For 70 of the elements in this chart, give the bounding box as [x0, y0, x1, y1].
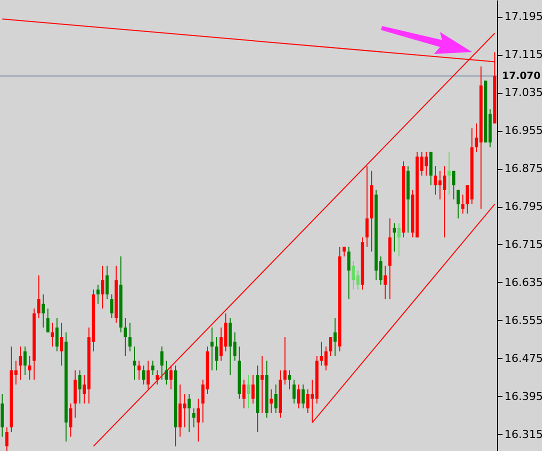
candlestick: [297, 384, 300, 409]
candlestick: [74, 370, 77, 418]
candlestick: [55, 318, 59, 352]
y-tick-label: 16.555: [504, 314, 542, 327]
candlestick: [283, 336, 287, 386]
candlestick: [334, 318, 337, 357]
candlestick: [214, 336, 218, 371]
candlestick: [69, 403, 72, 438]
candlestick: [137, 360, 141, 380]
y-tick-label: 16.875: [504, 162, 542, 176]
candlestick: [452, 170, 456, 200]
y-tick-label: 16.475: [504, 352, 542, 365]
candlestick: [96, 284, 100, 304]
candlestick: [429, 151, 432, 186]
candlestick: [434, 166, 438, 196]
candlestick: [110, 294, 114, 319]
candlestick: [5, 426, 8, 451]
candlestick: [292, 379, 296, 404]
candlestick: [251, 374, 255, 404]
y-tick-label: 16.795: [504, 200, 542, 214]
y-tick-label: 16.315: [504, 428, 542, 441]
candlestick: [384, 265, 387, 300]
candlestick: [302, 384, 305, 409]
candlestick: [18, 346, 22, 380]
y-tick-label: 17.035: [504, 86, 542, 100]
candlestick: [397, 222, 401, 257]
candlestick: [151, 360, 154, 376]
candlestick: [456, 189, 460, 219]
candlestick: [60, 322, 64, 366]
y-tick-label: 16.395: [504, 390, 542, 403]
candlestick: [461, 194, 464, 214]
candlestick: [260, 356, 264, 414]
y-tick-label: 16.715: [504, 238, 542, 251]
candlestick: [188, 394, 191, 433]
candlestick: [42, 294, 45, 328]
candlestick: [169, 365, 173, 390]
candlestick: [192, 408, 196, 428]
candlestick: [328, 336, 332, 357]
candlestick: [37, 274, 40, 319]
candlestick: [146, 360, 150, 390]
candlestick: [324, 346, 328, 371]
candlestick: [246, 374, 250, 409]
candlestick: [78, 370, 82, 404]
y-tick-label: 16.635: [504, 276, 542, 289]
candlestick: [242, 379, 246, 409]
y-tick-label: 17.195: [504, 10, 542, 24]
candlestick: [46, 308, 50, 333]
candlestick: [28, 356, 32, 380]
candlestick: [196, 398, 200, 442]
y-tick-label: 17.115: [504, 48, 542, 62]
candlestick: [160, 346, 164, 380]
candlestick: [23, 346, 27, 376]
candlestick: [128, 322, 132, 352]
y-tick-label: 16.955: [504, 124, 542, 138]
candlestick: [156, 370, 159, 386]
candlestick: [164, 360, 168, 386]
candlestick: [274, 384, 278, 414]
candlestick: [0, 394, 4, 438]
candlestick: [347, 246, 350, 300]
candlestick: [270, 388, 273, 414]
candlestick: [288, 370, 292, 390]
ref-line-label: 17.070: [502, 70, 541, 82]
candlestick: [106, 265, 109, 300]
candlestick: [356, 270, 360, 290]
candlestick: [100, 265, 104, 310]
candlestick: [124, 318, 127, 357]
candlestick: [142, 365, 146, 386]
candlestick: [320, 341, 324, 366]
candlestick: [365, 166, 369, 248]
candlestick: [442, 166, 446, 238]
